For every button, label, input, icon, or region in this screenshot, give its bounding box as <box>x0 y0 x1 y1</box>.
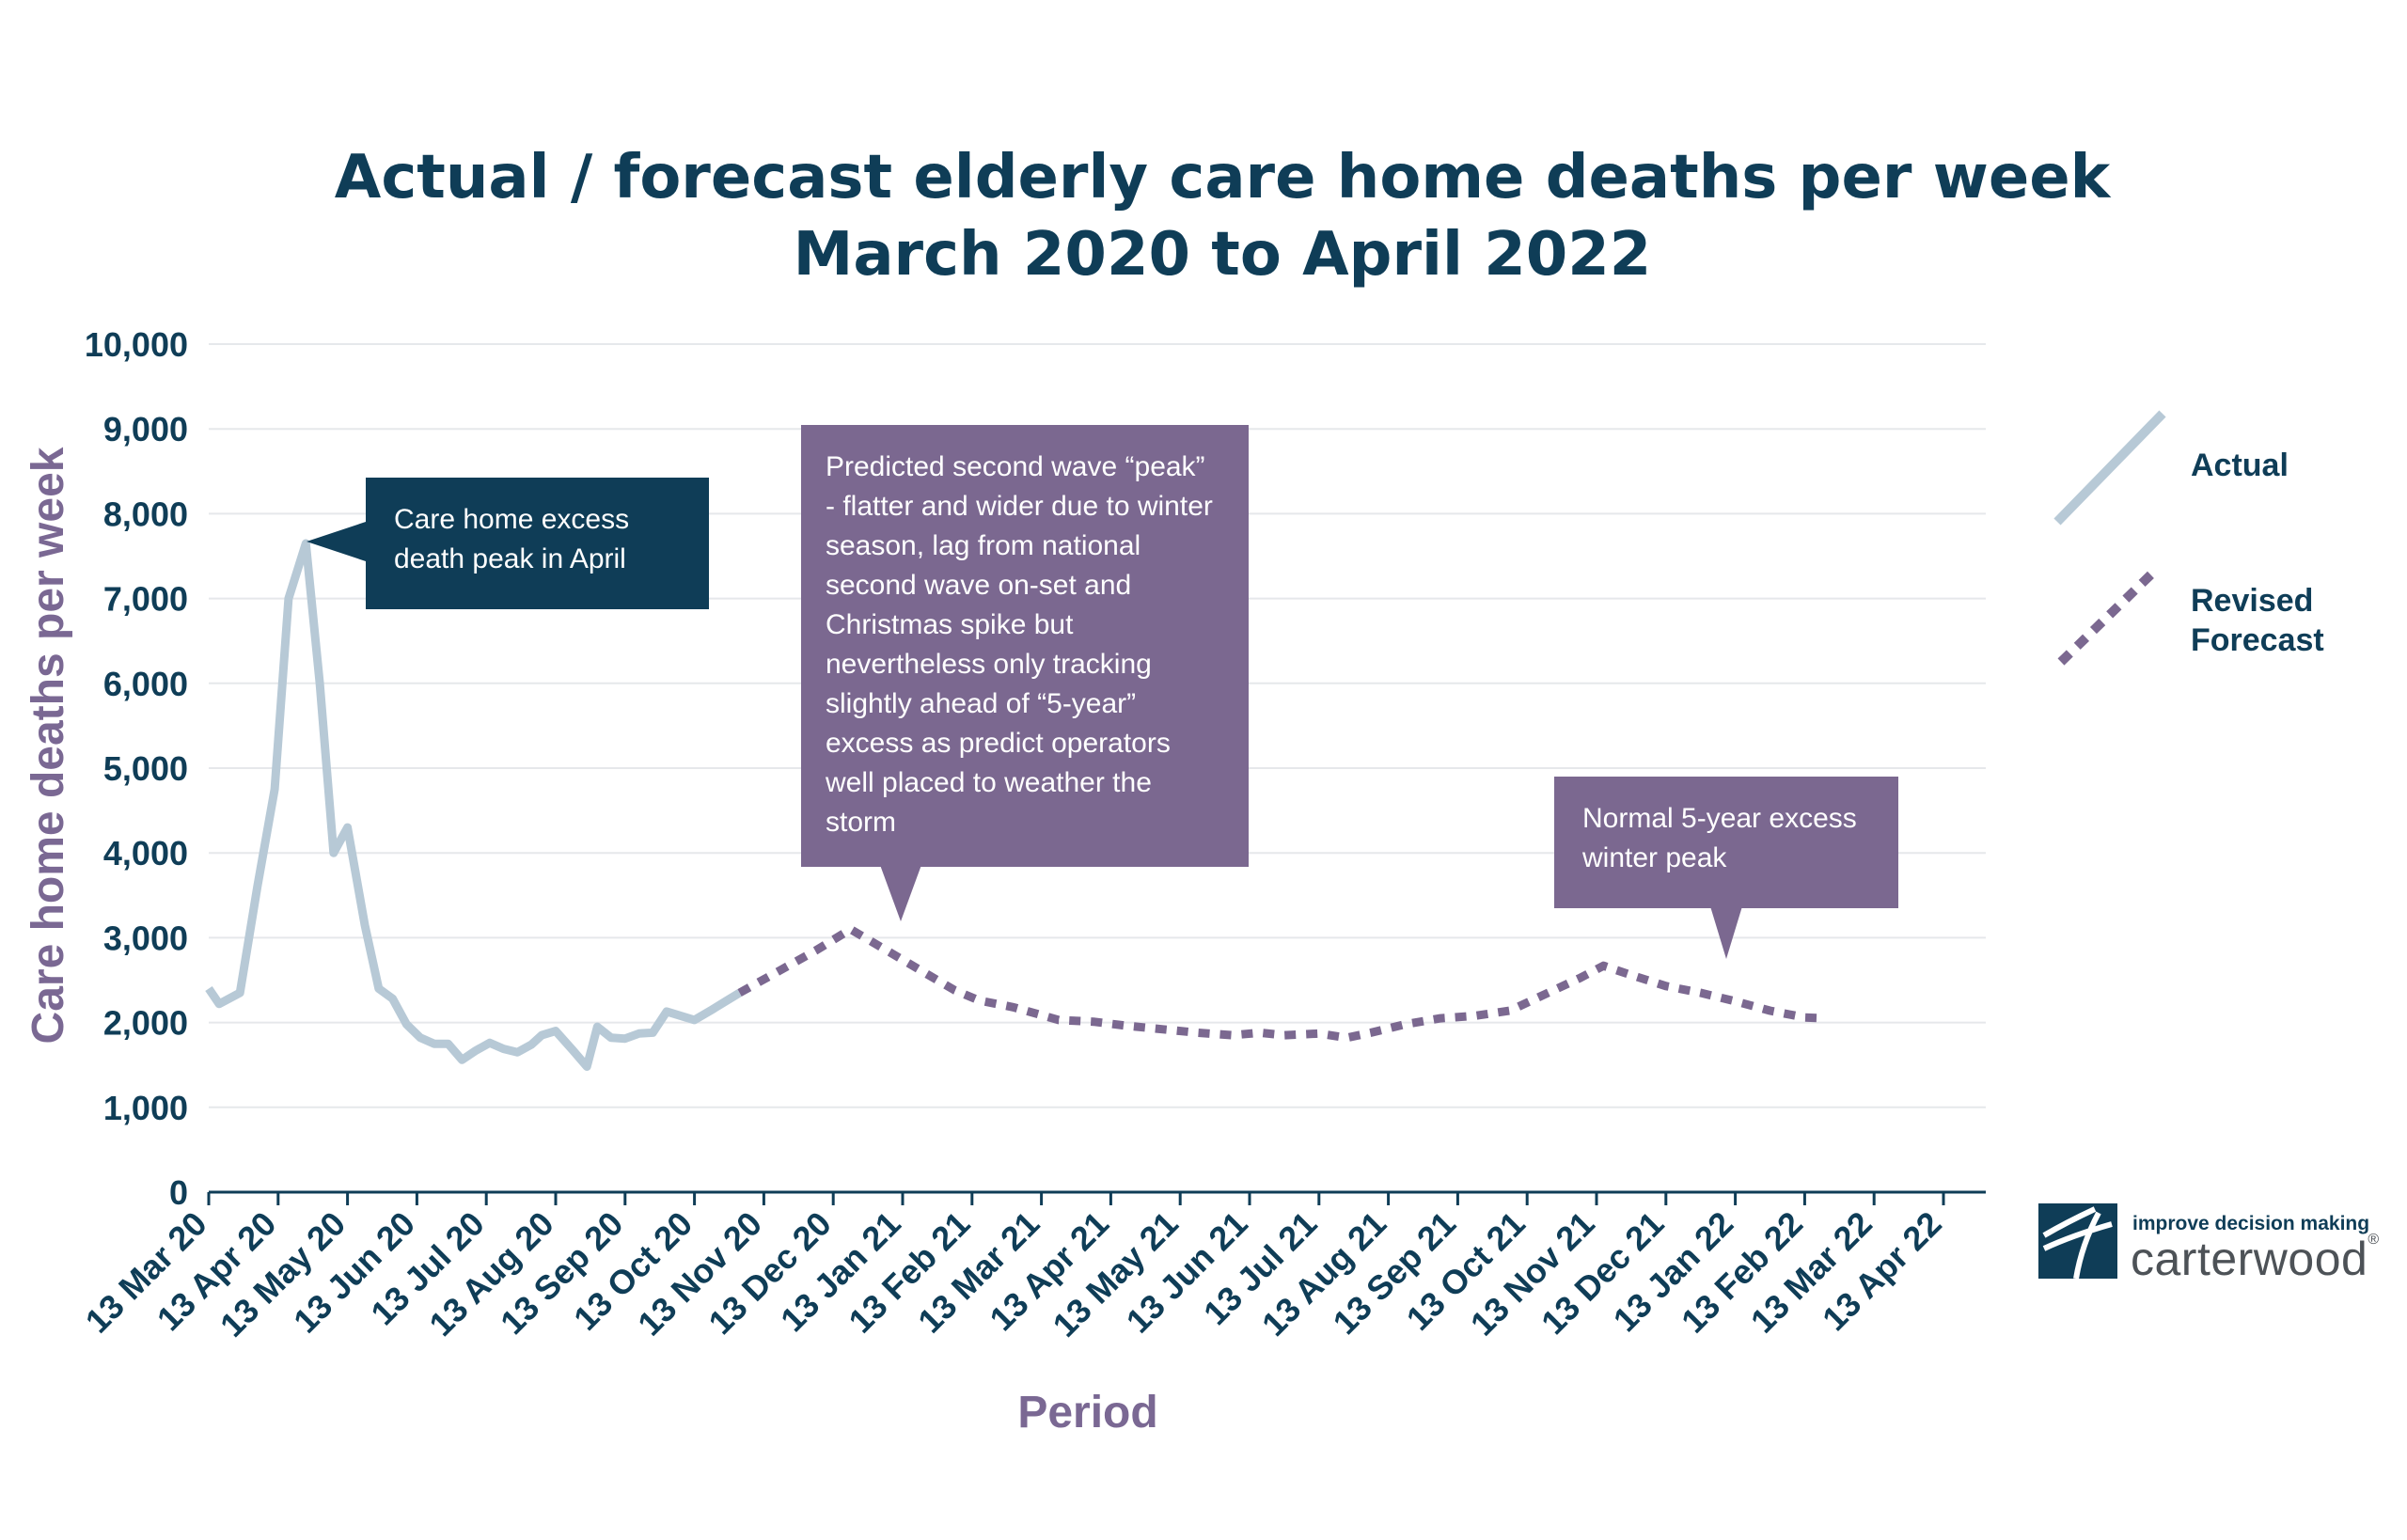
y-axis-ticks: 0 1,000 2,000 3,000 4,000 5,000 6,000 7,000 8,00… <box>85 325 188 1212</box>
y-tick-label: 6,000 <box>103 665 188 703</box>
legend-forecast-label-line-2: Forecast <box>2191 622 2324 658</box>
callout-second-wave-pointer <box>880 865 921 921</box>
callout-april-pointer <box>307 522 366 561</box>
callout-second-wave-text: Predicted second wave “peak” - flatter a… <box>826 451 1213 838</box>
y-tick-label: 1,000 <box>103 1089 188 1127</box>
logo-name: carterwood <box>2131 1233 2368 1285</box>
callout-second-wave: Predicted second wave “peak” - flatter a… <box>801 425 1249 867</box>
legend: Actual Revised Forecast <box>2053 410 2324 666</box>
chart-title: Actual / forecast elderly care home deat… <box>335 143 2112 290</box>
y-tick-label: 4,000 <box>103 834 188 872</box>
logo-registered-mark: ® <box>2368 1232 2380 1248</box>
y-tick-label: 9,000 <box>103 410 188 448</box>
callout-april-peak: Care home excess death peak in April <box>366 478 709 609</box>
chart-title-line-2: March 2020 to April 2022 <box>794 220 1652 290</box>
y-tick-label: 0 <box>169 1173 188 1212</box>
y-tick-label: 2,000 <box>103 1004 188 1043</box>
y-tick-label: 10,000 <box>85 325 188 364</box>
legend-actual-swatch <box>2053 410 2166 526</box>
callout-winter-peak: Normal 5-year excess winter peak <box>1554 777 1898 908</box>
y-tick-label: 5,000 <box>103 749 188 788</box>
callout-winter-peak-text: Normal 5-year excess winter peak <box>1582 803 1857 873</box>
carterwood-logo-icon <box>2038 1203 2117 1279</box>
carterwood-logo: improve decision making carterwood® <box>2038 1203 2396 1285</box>
y-axis-title: Care home deaths per week <box>24 447 73 1044</box>
y-tick-label: 8,000 <box>103 495 188 533</box>
series-line-revised-forecast <box>737 924 1826 1043</box>
y-tick-label: 7,000 <box>103 580 188 619</box>
callout-april-peak-text: Care home excess death peak in April <box>394 504 630 574</box>
series-line-actual <box>205 539 742 1071</box>
y-tick-label: 3,000 <box>103 919 188 957</box>
legend-forecast-label-line-1: Revised <box>2191 583 2313 619</box>
series-lines <box>205 539 1826 1071</box>
logo-tagline: improve decision making <box>2132 1213 2370 1234</box>
legend-forecast-swatch <box>2057 565 2161 666</box>
x-axis <box>207 1190 1986 1205</box>
legend-actual-label: Actual <box>2191 448 2289 483</box>
callout-winter-peak-pointer <box>1710 906 1742 959</box>
callout-pointers <box>307 522 1742 959</box>
chart-title-line-1: Actual / forecast elderly care home deat… <box>335 143 2112 212</box>
x-axis-title: Period <box>1017 1388 1157 1438</box>
logo-wordmark: carterwood® <box>2131 1232 2380 1286</box>
